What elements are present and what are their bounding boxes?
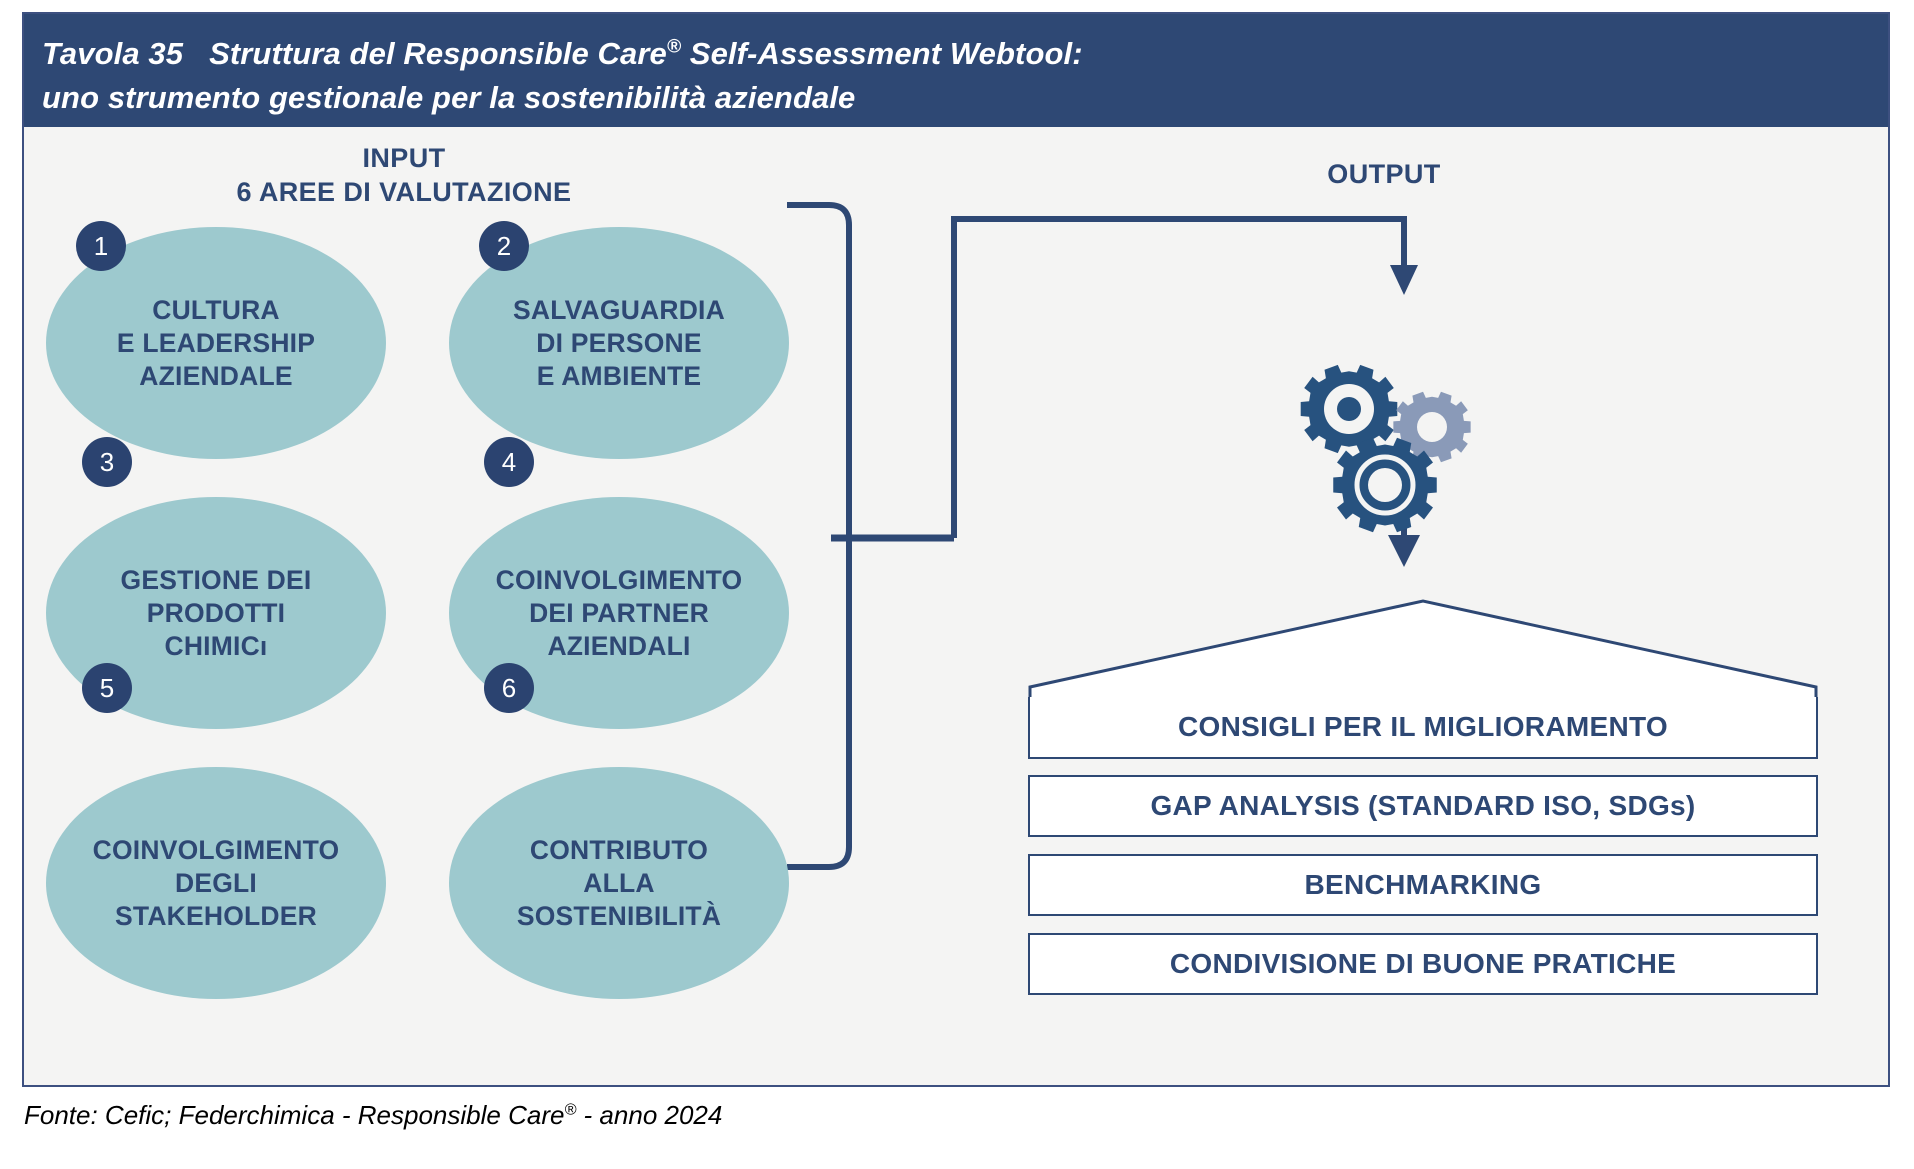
input-area-5-label: COINVOLGIMENTO DEGLI STAKEHOLDER xyxy=(92,834,340,931)
area-badge-6: 6 xyxy=(484,663,534,713)
input-caption-line-2: 6 AREE DI VALUTAZIONE xyxy=(236,177,572,207)
area-badge-3: 3 xyxy=(82,437,132,487)
output-section-caption: OUTPUT xyxy=(1327,159,1441,189)
input-section-caption: INPUT 6 AREE DI VALUTAZIONE xyxy=(134,141,674,209)
input-area-4-label: COINVOLGIMENTO DEI PARTNER AZIENDALI xyxy=(495,564,743,661)
input-area-1-label: CULTURA E LEADERSHIP AZIENDALE xyxy=(116,294,316,391)
flow-line-to-gears xyxy=(951,216,1407,538)
title-tail: Self-Assessment Webtool: xyxy=(681,36,1083,71)
area-badge-4: 4 xyxy=(484,437,534,487)
gear-top-left-icon xyxy=(1300,364,1398,454)
output-item-1[interactable]: GAP ANALYSIS (STANDARD ISO, SDGs) xyxy=(1028,775,1818,837)
gear-bottom-icon xyxy=(1333,437,1437,533)
output-item-2[interactable]: BENCHMARKING xyxy=(1028,854,1818,916)
output-stack: CONSIGLI PER IL MIGLIORAMENTO GAP ANALYS… xyxy=(1028,597,1818,1032)
input-area-3-label: GESTIONE DEI PRODOTTI CHIMICı xyxy=(120,564,312,661)
output-item-0[interactable]: CONSIGLI PER IL MIGLIORAMENTO xyxy=(1028,697,1818,759)
source-text: Fonte: Cefic; Federchimica - Responsible… xyxy=(24,1100,565,1130)
table-number: Tavola 35 xyxy=(42,36,184,71)
output-item-3[interactable]: CONDIVISIONE DI BUONE PRATICHE xyxy=(1028,933,1818,995)
figure-title-line-2: uno strumento gestionale per la sostenib… xyxy=(42,80,856,115)
area-badge-5: 5 xyxy=(82,663,132,713)
title-main: Struttura del Responsible Care xyxy=(209,36,667,71)
figure-frame: Tavola 35 Struttura del Responsible Care®… xyxy=(22,12,1890,1087)
arrowhead-to-gears xyxy=(1390,265,1418,295)
gear-right-icon xyxy=(1393,391,1471,463)
figure-title-line-1: Tavola 35 Struttura del Responsible Care®… xyxy=(42,32,1888,76)
input-area-2-label: SALVAGUARDIA DI PERSONE E AMBIENTE xyxy=(513,294,725,391)
registered-mark-icon: ® xyxy=(666,36,682,58)
arrowhead-to-outputs xyxy=(1388,535,1420,567)
figure-source-note: Fonte: Cefic; Federchimica - Responsible… xyxy=(24,1100,722,1131)
input-area-5[interactable]: COINVOLGIMENTO DEGLI STAKEHOLDER xyxy=(46,767,386,999)
gears-group-icon xyxy=(1300,364,1471,533)
input-area-6[interactable]: CONTRIBUTO ALLA SOSTENIBILITÀ xyxy=(449,767,789,999)
registered-mark-icon-footer: ® xyxy=(564,1100,577,1119)
output-roof-shape xyxy=(1028,599,1818,705)
area-badge-1: 1 xyxy=(76,221,126,271)
input-area-1[interactable]: CULTURA E LEADERSHIP AZIENDALE xyxy=(46,227,386,459)
diagram-canvas: INPUT 6 AREE DI VALUTAZIONE OUTPUT 1 CUL… xyxy=(24,127,1888,1085)
area-badge-2: 2 xyxy=(479,221,529,271)
input-caption-line-1: INPUT xyxy=(362,143,446,173)
input-area-6-label: CONTRIBUTO ALLA SOSTENIBILITÀ xyxy=(516,834,722,931)
source-year: - anno 2024 xyxy=(576,1100,723,1130)
figure-header: Tavola 35 Struttura del Responsible Care®… xyxy=(24,14,1888,127)
